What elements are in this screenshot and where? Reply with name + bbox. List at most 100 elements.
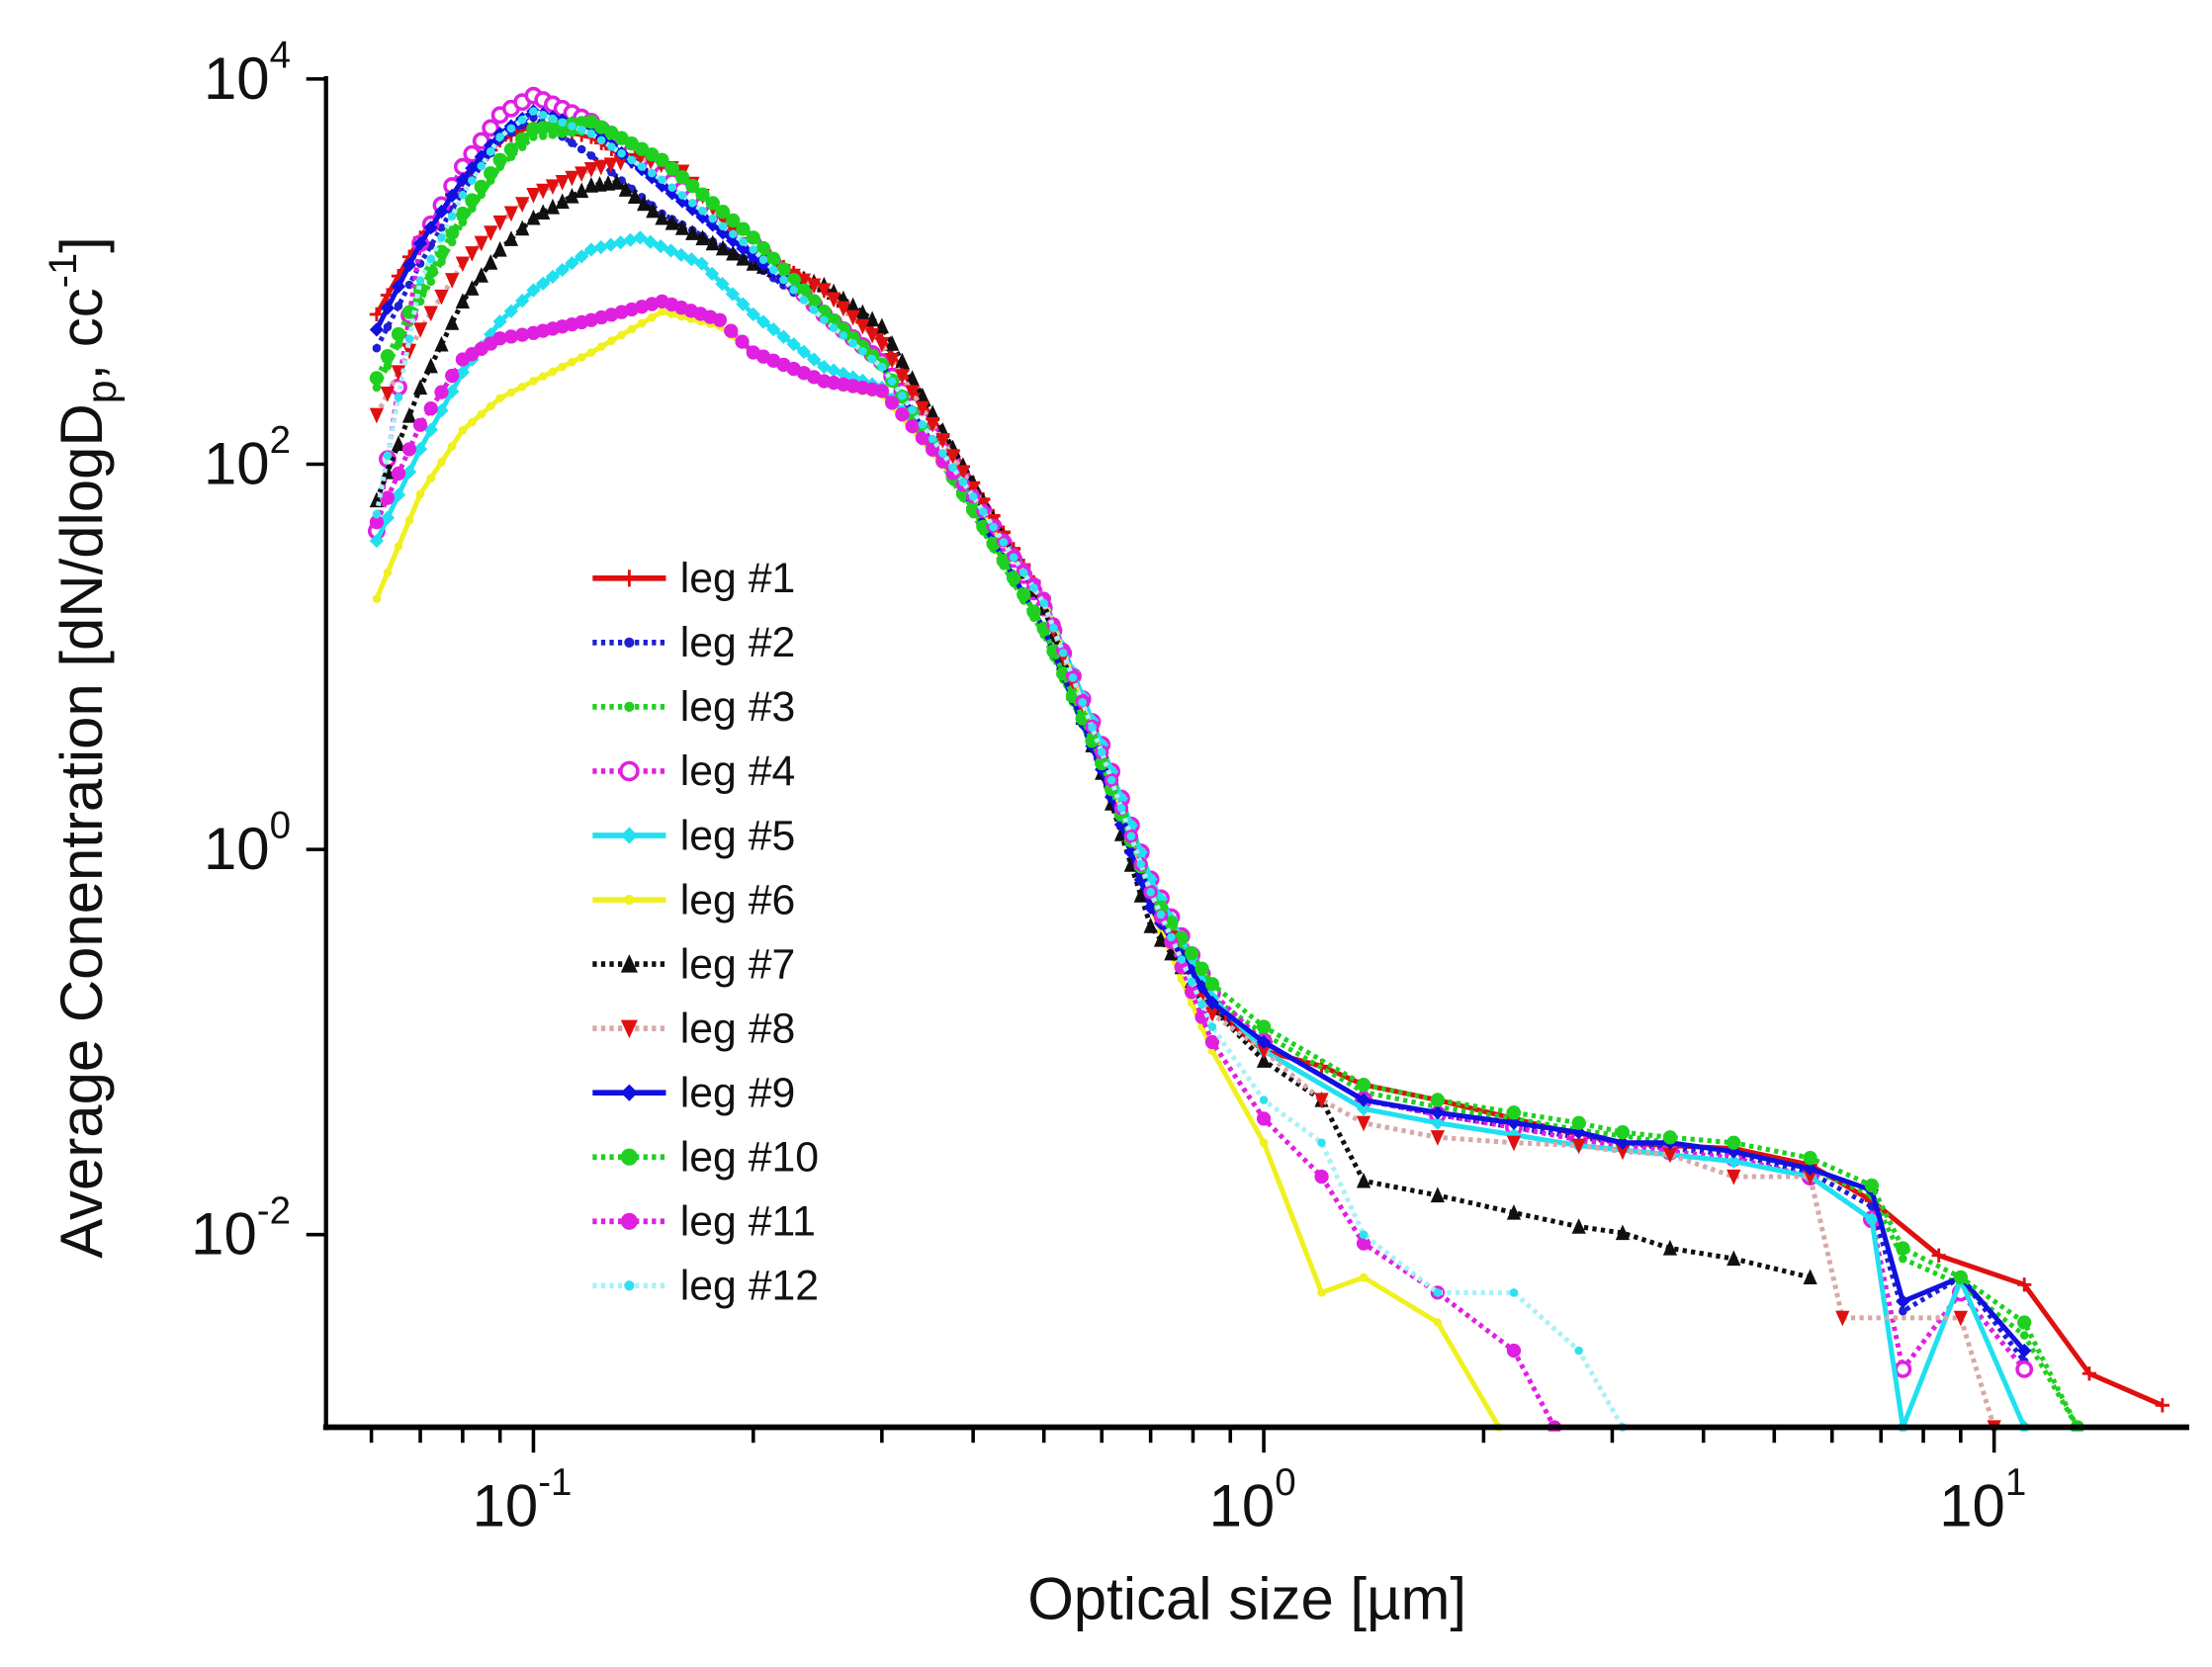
series-11 xyxy=(369,294,1562,1432)
data-point xyxy=(465,280,480,296)
y-axis-label: Average Conentration [dN/dlogDp, cc-1] xyxy=(42,236,126,1259)
data-point xyxy=(565,187,579,204)
data-point xyxy=(575,166,589,183)
data-point xyxy=(529,107,538,116)
legend-label: leg #2 xyxy=(680,619,796,666)
data-point xyxy=(836,301,851,317)
data-point xyxy=(1803,1151,1817,1166)
data-point xyxy=(401,343,417,360)
data-point xyxy=(437,233,446,242)
data-point xyxy=(1256,1034,1272,1050)
series-layer xyxy=(367,86,2169,1432)
data-point xyxy=(623,232,638,247)
series-line xyxy=(374,155,1997,1429)
data-point xyxy=(1204,1034,1220,1050)
data-point xyxy=(536,276,551,291)
data-point xyxy=(726,213,741,228)
data-point xyxy=(925,404,940,421)
data-point xyxy=(1571,1115,1586,1130)
data-point xyxy=(664,214,679,230)
series-line xyxy=(374,93,2027,1372)
legend-label: leg #12 xyxy=(680,1263,819,1310)
data-point xyxy=(401,305,417,319)
data-point xyxy=(465,160,480,176)
data-point xyxy=(1259,1138,1269,1148)
data-point xyxy=(468,176,477,185)
data-point xyxy=(658,307,666,316)
data-point xyxy=(593,159,608,176)
data-point xyxy=(474,235,488,252)
data-point xyxy=(877,362,887,372)
data-point xyxy=(884,353,900,369)
data-point xyxy=(674,219,690,235)
legend-entry: leg #9 xyxy=(592,1069,795,1116)
data-point xyxy=(1864,1178,1880,1193)
data-point xyxy=(620,570,638,587)
data-point xyxy=(506,124,516,133)
data-point xyxy=(620,1212,638,1230)
data-point xyxy=(1085,734,1100,748)
data-point xyxy=(1317,1138,1326,1148)
data-point xyxy=(576,126,586,134)
data-point xyxy=(394,302,403,310)
series-line xyxy=(374,234,2027,1431)
x-tick-label: 10-1 xyxy=(473,1461,573,1538)
series-line xyxy=(374,109,1626,1429)
data-point xyxy=(1009,553,1018,563)
legend-label: leg #6 xyxy=(680,876,796,923)
data-point xyxy=(1156,910,1166,920)
data-point xyxy=(1356,1115,1371,1132)
data-point xyxy=(620,1019,638,1039)
data-point xyxy=(545,179,561,196)
data-point xyxy=(905,370,920,386)
data-point xyxy=(565,170,579,187)
data-point xyxy=(1256,1043,1272,1060)
data-point xyxy=(685,224,700,240)
data-point xyxy=(1615,1144,1631,1161)
data-point xyxy=(458,425,468,435)
data-point xyxy=(955,465,971,482)
data-point xyxy=(1615,1135,1631,1150)
data-point xyxy=(1314,1093,1329,1109)
legend-entry: leg #4 xyxy=(592,747,795,795)
data-point xyxy=(915,430,930,445)
data-point xyxy=(666,309,676,318)
data-point xyxy=(918,420,928,429)
data-point xyxy=(1197,1000,1206,1009)
data-point xyxy=(391,466,406,482)
data-point xyxy=(768,265,778,275)
data-point xyxy=(1167,932,1176,941)
data-point xyxy=(609,174,624,190)
data-point xyxy=(1256,1111,1272,1126)
data-point xyxy=(667,183,677,192)
legend-label: leg #9 xyxy=(680,1069,796,1116)
data-point xyxy=(1006,570,1021,585)
data-point xyxy=(2019,1331,2029,1340)
data-point xyxy=(613,235,628,250)
data-point xyxy=(380,490,396,505)
data-point xyxy=(607,142,616,151)
data-point xyxy=(613,155,628,171)
data-point xyxy=(624,1280,635,1291)
data-point xyxy=(2081,1366,2097,1381)
data-point xyxy=(867,354,877,364)
data-point xyxy=(1359,1230,1369,1239)
data-point xyxy=(1068,673,1078,682)
data-point xyxy=(807,294,822,308)
data-point xyxy=(492,240,507,257)
data-point xyxy=(1143,918,1158,933)
data-point xyxy=(517,382,527,392)
data-point xyxy=(1662,1147,1678,1164)
data-point xyxy=(685,178,700,194)
data-point xyxy=(1899,1254,1907,1264)
data-point xyxy=(484,166,498,181)
data-point xyxy=(1026,604,1041,619)
data-point xyxy=(729,229,738,239)
legend-entry: leg #6 xyxy=(592,876,795,923)
data-point xyxy=(445,368,460,384)
data-point xyxy=(848,339,857,348)
data-point xyxy=(715,276,730,292)
data-point xyxy=(1356,1077,1371,1093)
data-point xyxy=(1185,946,1199,961)
data-point xyxy=(1615,1224,1631,1241)
